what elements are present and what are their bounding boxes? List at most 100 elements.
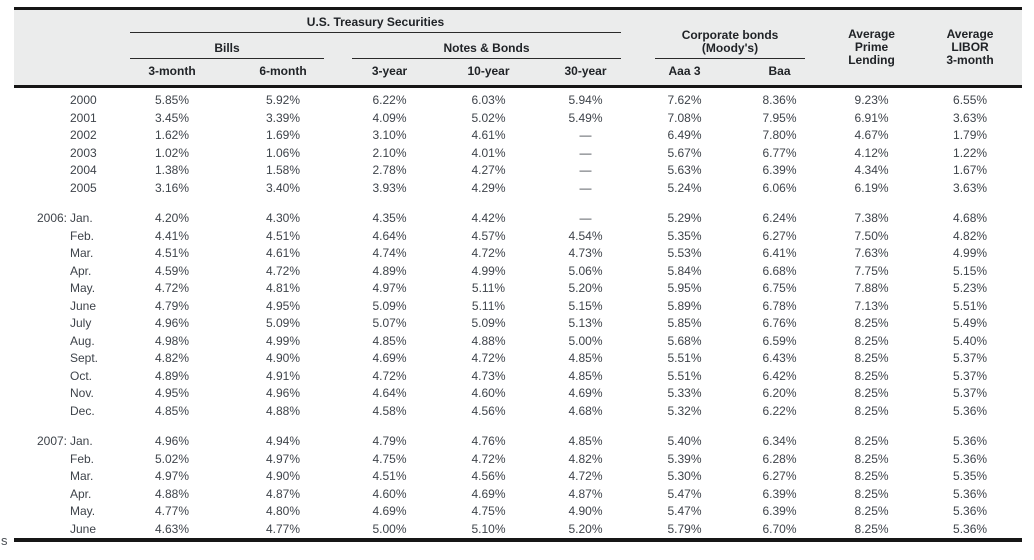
row-period-label: Apr. (70, 263, 92, 278)
cell-6-month-bill: 4.87% (265, 486, 301, 501)
row-group-spacer (14, 420, 1022, 433)
cell-average-prime-lending: 9.23% (854, 93, 889, 107)
cell-30-year: — (579, 163, 592, 177)
cell-aaa: 7.62% (667, 93, 702, 107)
row-period-label: May. (70, 281, 96, 295)
cell-30-year: 5.00% (568, 333, 603, 348)
cell-average-prime-lending: 8.25% (854, 434, 889, 448)
row-period-label: Jan. (70, 434, 93, 448)
row-label: July (14, 315, 116, 333)
cell-average-prime-lending: 4.12% (854, 145, 889, 160)
cell-3-year: 2.10% (372, 145, 407, 160)
row-label: Apr. (14, 486, 116, 504)
cell-30-year: 4.90% (568, 504, 603, 518)
cell-3-month-bill: 4.72% (154, 281, 190, 295)
cell-average-libor: 5.36% (953, 434, 988, 448)
cell-30-year: 4.73% (568, 246, 603, 260)
cell-baa: 6.24% (762, 211, 797, 225)
cell-aaa: 5.95% (667, 281, 702, 295)
table-row: Feb. 5.02% 4.97% 4.75% 4.72% 4.82% 5.39%… (14, 451, 1022, 469)
cell-baa: 6.28% (762, 451, 797, 466)
cell-aaa: 5.47% (667, 486, 702, 501)
cell-3-month-bill: 3.45% (154, 110, 190, 125)
row-period-label: 2004 (70, 163, 97, 177)
cell-30-year: — (579, 180, 592, 195)
cell-10-year: 5.11% (471, 281, 506, 295)
cell-aaa: 5.89% (667, 298, 702, 313)
row-period-label: Sept. (70, 351, 99, 365)
cell-10-year: 4.27% (471, 163, 506, 177)
table-row: Oct. 4.89% 4.91% 4.72% 4.73% 4.85% 5.51%… (14, 368, 1022, 386)
cell-aaa: 5.33% (667, 386, 702, 400)
column-header-average-libor: Average LIBOR 3-month (946, 27, 994, 67)
cell-average-prime-lending: 8.25% (854, 368, 889, 383)
cell-average-prime-lending: 8.25% (854, 451, 889, 466)
corporate-bonds-line1: Corporate bonds (681, 27, 779, 42)
cell-baa: 6.39% (762, 504, 797, 518)
cell-30-year: 5.15% (568, 298, 603, 313)
row-period-label: 2005 (70, 180, 97, 195)
cell-10-year: 4.69% (471, 486, 506, 501)
cell-aaa: 5.40% (667, 434, 702, 448)
cell-average-libor: 5.36% (953, 504, 988, 518)
cell-average-prime-lending: 4.67% (854, 128, 889, 142)
cell-aaa: 5.68% (667, 333, 702, 348)
cell-30-year: 4.82% (568, 451, 603, 466)
cell-baa: 6.78% (762, 298, 797, 313)
cell-average-libor: 5.15% (953, 263, 988, 278)
cell-30-year: 4.68% (568, 403, 603, 418)
row-label: June (14, 521, 116, 541)
row-period-label: 2002 (70, 128, 97, 142)
cell-average-libor: 5.35% (953, 469, 988, 483)
row-label: Sept. (14, 350, 116, 368)
row-period-label: Mar. (70, 469, 94, 483)
cell-average-libor: 5.23% (953, 281, 988, 295)
table-row: 2005 3.16% 3.40% 3.93% 4.29% — 5.24% 6.0… (14, 180, 1022, 198)
cell-3-month-bill: 4.95% (154, 386, 190, 400)
cell-10-year: 4.72% (471, 246, 506, 260)
cell-6-month-bill: 4.30% (265, 211, 301, 225)
row-period-label: Feb. (70, 451, 95, 466)
cell-aaa: 5.35% (667, 228, 702, 243)
cell-10-year: 4.72% (471, 351, 506, 365)
row-period-label: June (70, 298, 97, 313)
cell-average-prime-lending: 8.25% (854, 504, 889, 518)
cell-average-prime-lending: 8.25% (854, 386, 889, 400)
cell-average-libor: 5.37% (953, 368, 988, 383)
cell-aaa: 5.24% (667, 180, 702, 195)
corporate-bonds-line2: (Moody's) (701, 40, 759, 55)
cell-average-libor: 4.82% (953, 228, 988, 243)
cell-3-year: 4.89% (372, 263, 407, 278)
cell-baa: 6.39% (762, 486, 797, 501)
cell-3-month-bill: 1.62% (154, 128, 190, 142)
table-row: Apr. 4.59% 4.72% 4.89% 4.99% 5.06% 5.84%… (14, 263, 1022, 281)
cell-10-year: 4.57% (471, 228, 506, 243)
cell-aaa: 5.47% (667, 504, 702, 518)
row-period-label: May. (70, 504, 96, 518)
cell-aaa: 5.67% (667, 145, 702, 160)
cell-10-year: 6.03% (471, 93, 506, 107)
group-header-treasury: U.S. Treasury Securities (116, 9, 635, 33)
table-row: Feb. 4.41% 4.51% 4.64% 4.57% 4.54% 5.35%… (14, 228, 1022, 246)
cell-aaa: 5.29% (667, 211, 702, 225)
row-label: May. (14, 503, 116, 521)
column-header-30-year: 30-year (564, 64, 607, 78)
cell-6-month-bill: 4.91% (265, 368, 301, 383)
cell-baa: 6.68% (762, 263, 797, 278)
row-period-label: Nov. (70, 386, 94, 400)
cell-average-libor: 6.55% (953, 93, 988, 107)
cell-baa: 6.59% (762, 333, 797, 348)
cell-10-year: 4.73% (471, 368, 506, 383)
cell-baa: 6.27% (762, 469, 797, 483)
row-period-label: Jan. (70, 211, 93, 225)
cell-average-libor: 4.99% (953, 246, 988, 260)
cell-3-month-bill: 4.96% (154, 316, 190, 330)
row-label: Oct. (14, 368, 116, 386)
cell-30-year: 4.85% (568, 351, 603, 365)
cell-30-year: — (579, 211, 592, 225)
table-row: Nov. 4.95% 4.96% 4.64% 4.60% 4.69% 5.33%… (14, 385, 1022, 403)
cell-average-libor: 5.37% (953, 386, 988, 400)
cell-aaa: 5.32% (667, 403, 702, 418)
cell-6-month-bill: 4.77% (265, 521, 301, 536)
cell-30-year: — (579, 145, 592, 160)
